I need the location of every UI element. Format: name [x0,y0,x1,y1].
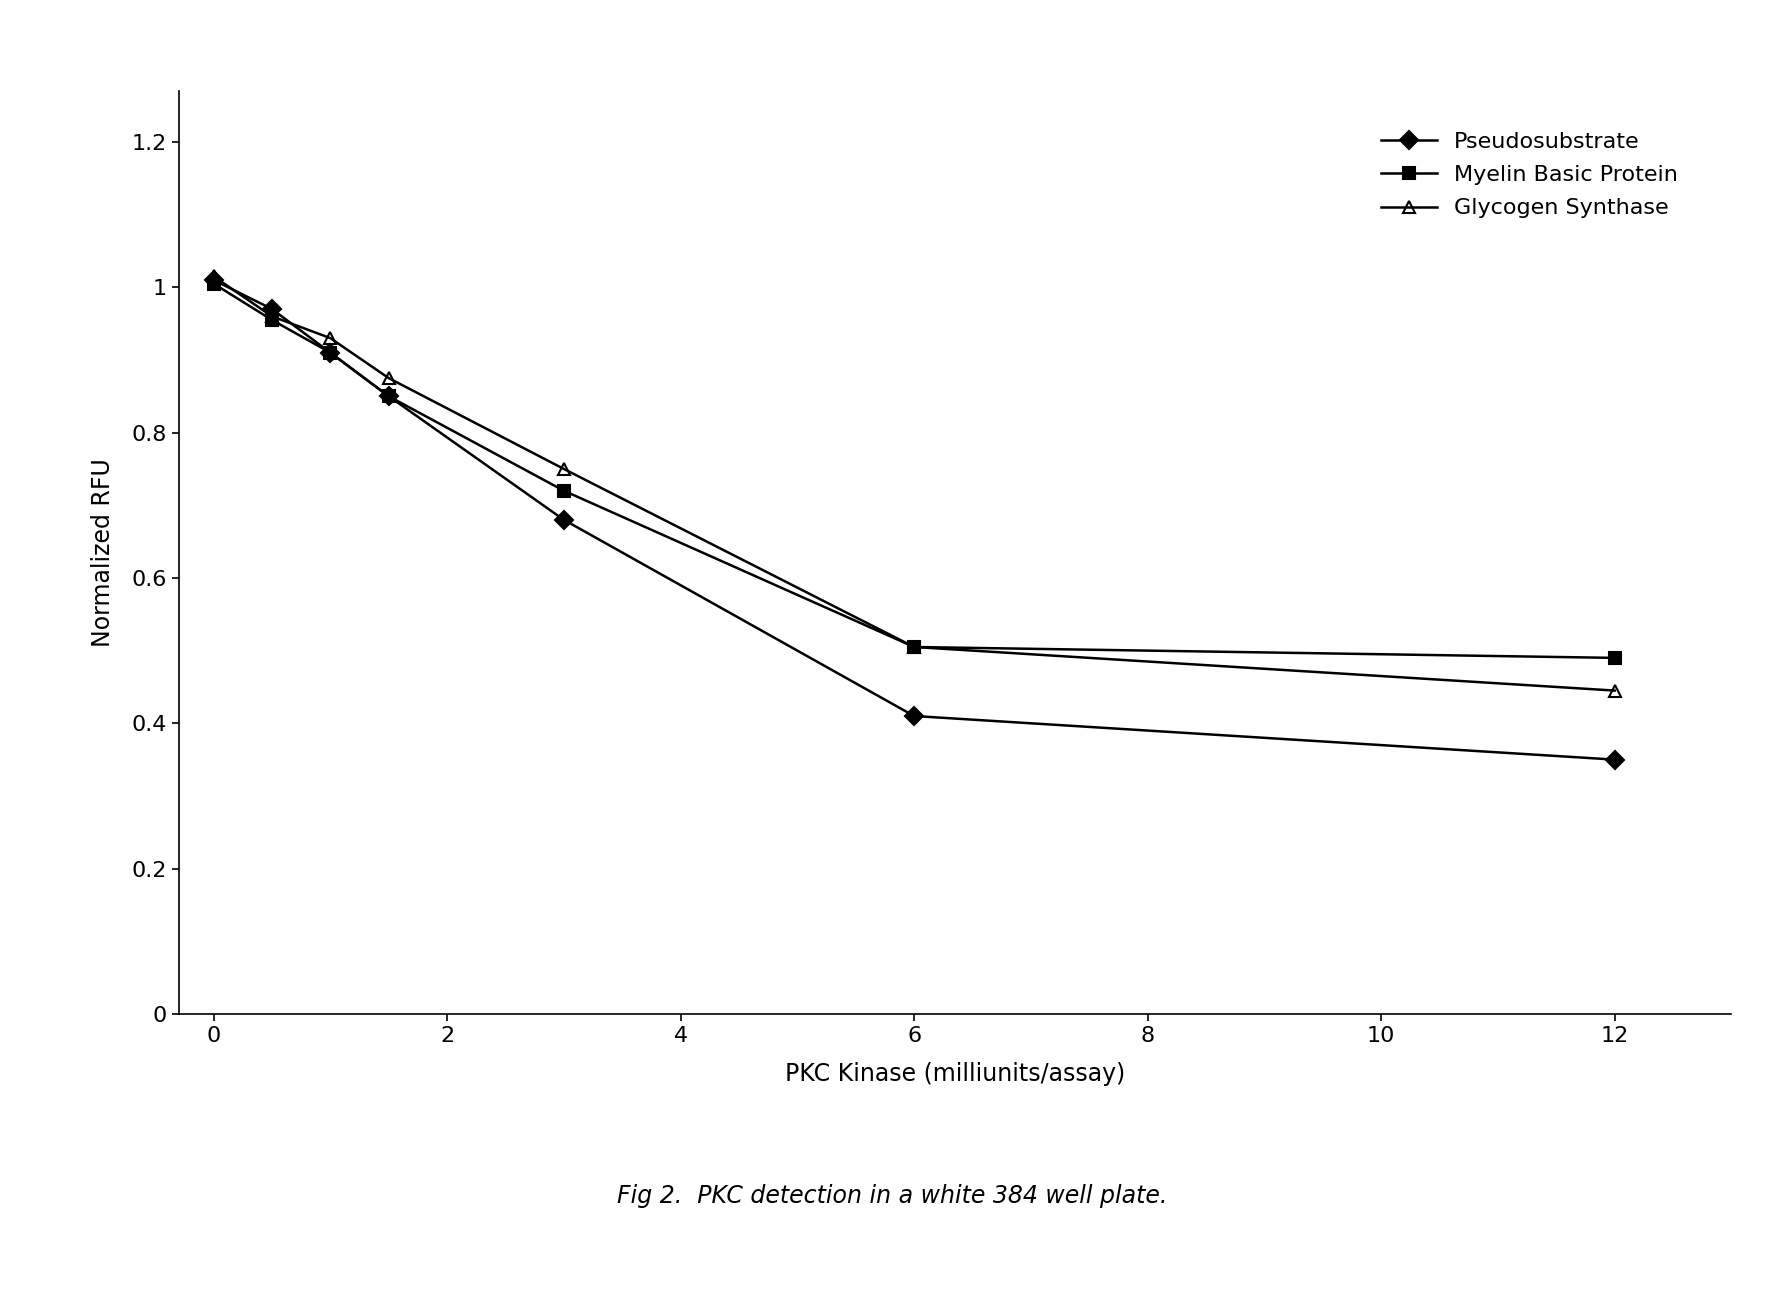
Glycogen Synthase [553,462,575,477]
Line: Pseudosubstrate: Pseudosubstrate [207,274,1621,766]
Myelin Basic Protein [553,482,575,498]
Myelin Basic Protein [320,344,341,360]
Pseudosubstrate [903,708,925,724]
Line: Glycogen Synthase: Glycogen Synthase [207,270,1621,697]
Myelin Basic Protein [261,312,282,328]
Y-axis label: Normalized RFU: Normalized RFU [91,458,114,647]
Glycogen Synthase [203,269,225,285]
Glycogen Synthase [320,330,341,346]
Myelin Basic Protein [1605,650,1626,666]
Glycogen Synthase [261,308,282,324]
Glycogen Synthase [1605,682,1626,698]
Pseudosubstrate [203,272,225,287]
Legend: Pseudosubstrate, Myelin Basic Protein, Glycogen Synthase: Pseudosubstrate, Myelin Basic Protein, G… [1369,121,1689,230]
Pseudosubstrate [378,389,400,404]
X-axis label: PKC Kinase (milliunits/assay): PKC Kinase (milliunits/assay) [785,1062,1125,1087]
Pseudosubstrate [553,512,575,528]
Myelin Basic Protein [378,389,400,404]
Glycogen Synthase [378,370,400,386]
Pseudosubstrate [1605,751,1626,767]
Text: Fig 2.  PKC detection in a white 384 well plate.: Fig 2. PKC detection in a white 384 well… [618,1184,1167,1208]
Glycogen Synthase [903,640,925,655]
Pseudosubstrate [261,302,282,317]
Pseudosubstrate [320,344,341,360]
Myelin Basic Protein [903,640,925,655]
Myelin Basic Protein [203,276,225,291]
Line: Myelin Basic Protein: Myelin Basic Protein [207,277,1621,664]
